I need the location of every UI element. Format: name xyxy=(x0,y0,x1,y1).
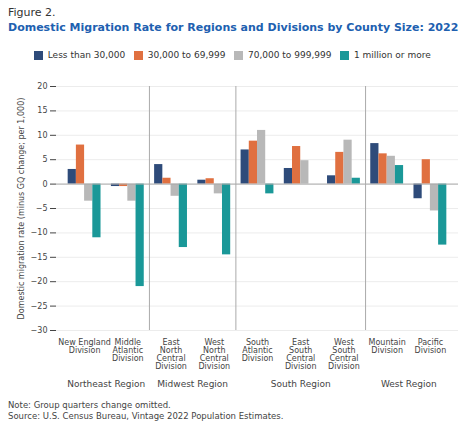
svg-text:MiddleAtlanticDivision: MiddleAtlanticDivision xyxy=(112,338,144,363)
html-text:1 million or more: 1 million or more xyxy=(353,50,431,61)
svg-text:0: 0 xyxy=(42,180,47,189)
html-text:Note: Group quarters change om: Note: Group quarters change omitted. Sou… xyxy=(8,400,284,422)
svg-text:5: 5 xyxy=(42,156,47,165)
html-text:70,000 to 999,999: 70,000 to 999,999 xyxy=(248,50,332,61)
svg-text:Midwest Region: Midwest Region xyxy=(157,379,228,389)
svg-text:−10: −10 xyxy=(31,229,48,238)
svg-text:−5: −5 xyxy=(36,204,48,213)
svg-text:EastNorthCentralDivision: EastNorthCentralDivision xyxy=(155,338,187,371)
svg-text:−20: −20 xyxy=(31,278,48,287)
svg-text:−30: −30 xyxy=(31,326,48,335)
svg-text:10: 10 xyxy=(37,131,47,140)
svg-text:15: 15 xyxy=(37,107,47,116)
svg-text:EastSouthCentralDivision: EastSouthCentralDivision xyxy=(285,338,317,371)
svg-text:−25: −25 xyxy=(31,302,48,311)
svg-text:Northeast Region: Northeast Region xyxy=(67,379,145,389)
svg-text:WestSouthCentralDivision: WestSouthCentralDivision xyxy=(328,338,360,371)
svg-text:20: 20 xyxy=(37,82,47,91)
svg-text:Domestic migration rate (minus: Domestic migration rate (minus GQ change… xyxy=(17,98,26,320)
svg-text:New EnglandDivision: New EnglandDivision xyxy=(58,338,110,355)
svg-text:WestNorthCentralDivision: WestNorthCentralDivision xyxy=(198,338,230,371)
html-text:Less than 30,000: Less than 30,000 xyxy=(47,50,126,61)
svg-text:−15: −15 xyxy=(31,253,48,262)
html-text:Domestic Migration Rate for Re: Domestic Migration Rate for Regions and … xyxy=(8,21,459,34)
svg-text:West Region: West Region xyxy=(381,379,437,389)
svg-text:MountainDivision: MountainDivision xyxy=(369,338,406,355)
html-text:30,000 to 69,999: 30,000 to 69,999 xyxy=(147,50,226,61)
svg-text:PacificDivision: PacificDivision xyxy=(415,338,447,355)
svg-text:South Region: South Region xyxy=(271,379,331,389)
html-text:Figure 2.: Figure 2. xyxy=(8,6,56,19)
svg-text:SouthAtlanticDivision: SouthAtlanticDivision xyxy=(242,338,274,363)
